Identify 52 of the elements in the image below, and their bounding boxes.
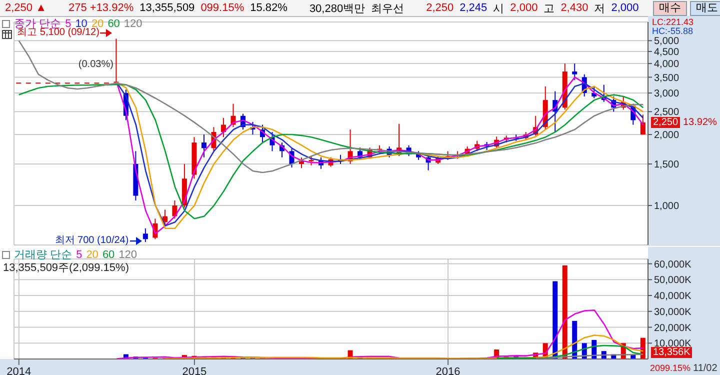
text: 11/02 — [693, 363, 718, 374]
text: 099.15% — [200, 2, 244, 14]
x-tick-label: 2014 — [6, 366, 32, 375]
x-tick-label: 2015 — [182, 366, 207, 375]
annotation: (0.03%) — [78, 58, 114, 70]
text: 120 — [124, 18, 142, 30]
y-tick-label: 50,000K — [654, 275, 692, 286]
text: 매수 — [652, 0, 687, 16]
text: 15.82% — [250, 2, 288, 14]
y-tick-label: 30,000K — [654, 306, 692, 318]
y-tick-label: 3,500 — [654, 72, 680, 84]
text: 120 — [118, 248, 138, 260]
text: 2099.15% — [650, 363, 691, 374]
text: 2,000 — [510, 2, 538, 14]
text: 60 — [108, 18, 120, 30]
text: 시 — [493, 2, 504, 16]
y-tick-label: 60,000K — [654, 259, 692, 270]
y-tick-label: 3,000 — [654, 88, 680, 100]
text: 13,355,509 — [140, 2, 195, 14]
text: 30,280백만 — [309, 2, 366, 16]
text: 2,250 ▲ — [5, 2, 46, 14]
text: 2,000 — [611, 2, 639, 14]
legend-title: 거래량 단순 — [14, 248, 72, 262]
chart-subtitle: 13,355,509주(2,099.15%) — [3, 261, 129, 275]
y-tick-label: 40,000K — [654, 291, 692, 302]
y-tick-label: 1,000 — [654, 201, 680, 212]
text: 저 — [594, 2, 606, 16]
y-tick-label: 4,000 — [654, 59, 680, 70]
y-tick-label: 1,500 — [654, 160, 680, 171]
text: 275 +13.92% — [68, 2, 134, 14]
y-tick-label: 20,000K — [654, 322, 692, 334]
text: 고 — [544, 2, 555, 16]
text: 13.92% — [683, 116, 717, 128]
text: HC:-55.88 — [652, 26, 694, 37]
text: 2,250 — [651, 116, 680, 128]
y-tick-label: 4,500 — [654, 47, 680, 58]
text: 60 — [102, 248, 115, 260]
y-tick-label: 2,500 — [654, 107, 680, 118]
x-tick-label: 2016 — [436, 366, 460, 375]
text: 13,356K — [651, 346, 692, 358]
text: 20 — [86, 248, 98, 260]
y-tick-label: 5,000 — [654, 36, 680, 48]
y-tick-label: 2,000 — [654, 130, 680, 142]
text: 5 — [65, 18, 72, 30]
text: 2,250 — [426, 2, 454, 14]
text: 2,245 — [460, 2, 488, 14]
text: 5 — [76, 248, 82, 260]
text: 2,430 — [560, 2, 588, 14]
text: 매도 — [690, 0, 720, 16]
text: LC:221.43 — [652, 17, 694, 28]
annotation: 최저 700 (10/24) — [54, 235, 129, 246]
text: 최우선 — [371, 2, 404, 16]
